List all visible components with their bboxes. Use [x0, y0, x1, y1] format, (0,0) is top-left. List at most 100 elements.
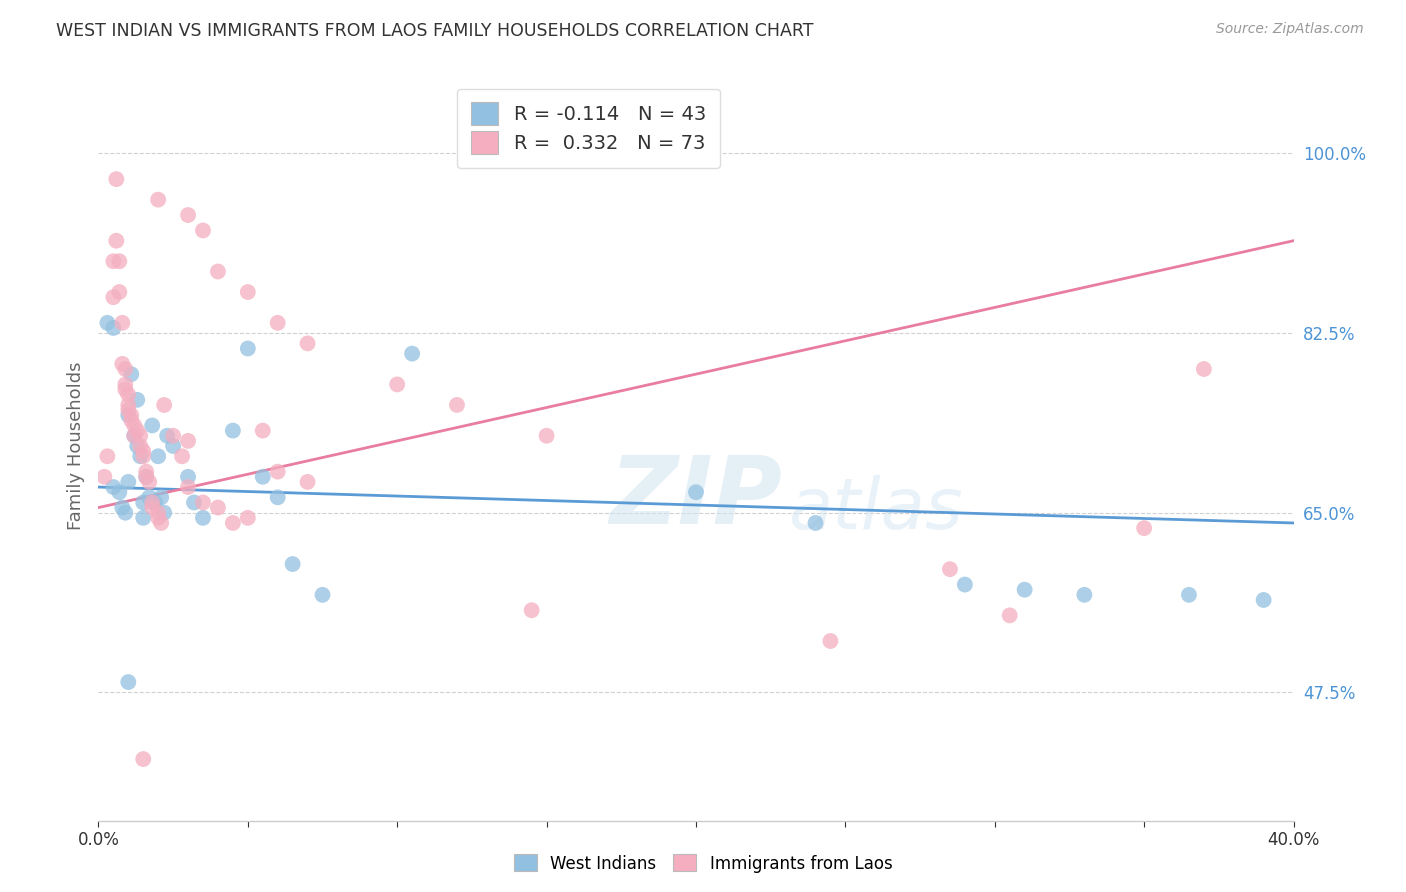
Point — [162, 439, 184, 453]
Point — [111, 316, 134, 330]
Point — [138, 475, 160, 489]
Point — [105, 172, 128, 186]
Point — [150, 516, 173, 530]
Point — [117, 675, 139, 690]
Point — [124, 418, 146, 433]
Point — [124, 428, 146, 442]
Point — [141, 418, 163, 433]
Point — [138, 491, 160, 505]
Point — [135, 465, 157, 479]
Point — [236, 342, 259, 356]
Point — [1133, 521, 1156, 535]
Point — [141, 495, 163, 509]
Point — [108, 254, 131, 268]
Point — [114, 383, 136, 397]
Point — [143, 495, 166, 509]
Point — [804, 516, 827, 530]
Point — [117, 475, 139, 489]
Point — [267, 491, 290, 505]
Point — [172, 450, 194, 464]
Point — [183, 495, 205, 509]
Point — [820, 634, 842, 648]
Point — [135, 470, 157, 484]
Point — [177, 480, 200, 494]
Y-axis label: Family Households: Family Households — [66, 362, 84, 530]
Point — [207, 264, 229, 278]
Point — [127, 392, 149, 407]
Point — [939, 562, 962, 576]
Point — [124, 428, 146, 442]
Point — [111, 500, 134, 515]
Point — [120, 413, 142, 427]
Point — [148, 450, 170, 464]
Point — [141, 500, 163, 515]
Text: atlas: atlas — [787, 475, 963, 544]
Point — [129, 439, 152, 453]
Point — [114, 362, 136, 376]
Point — [148, 511, 170, 525]
Point — [1178, 588, 1201, 602]
Point — [177, 208, 200, 222]
Legend: West Indians, Immigrants from Laos: West Indians, Immigrants from Laos — [508, 847, 898, 880]
Point — [177, 434, 200, 448]
Point — [153, 398, 176, 412]
Point — [108, 485, 131, 500]
Point — [685, 485, 707, 500]
Point — [114, 377, 136, 392]
Text: WEST INDIAN VS IMMIGRANTS FROM LAOS FAMILY HOUSEHOLDS CORRELATION CHART: WEST INDIAN VS IMMIGRANTS FROM LAOS FAMI… — [56, 22, 814, 40]
Point — [191, 511, 214, 525]
Point — [117, 403, 139, 417]
Point — [132, 511, 155, 525]
Point — [177, 470, 200, 484]
Point — [297, 336, 319, 351]
Point — [1253, 593, 1275, 607]
Point — [156, 428, 179, 442]
Point — [108, 285, 131, 299]
Point — [96, 450, 118, 464]
Point — [267, 465, 290, 479]
Text: Source: ZipAtlas.com: Source: ZipAtlas.com — [1216, 22, 1364, 37]
Point — [117, 408, 139, 422]
Point — [96, 316, 118, 330]
Text: ZIP: ZIP — [610, 452, 782, 544]
Point — [148, 193, 170, 207]
Point — [132, 450, 155, 464]
Point — [132, 495, 155, 509]
Point — [135, 470, 157, 484]
Point — [162, 428, 184, 442]
Point — [236, 511, 259, 525]
Point — [311, 588, 333, 602]
Point — [132, 444, 155, 458]
Point — [1014, 582, 1036, 597]
Point — [191, 495, 214, 509]
Point — [103, 254, 125, 268]
Point — [120, 367, 142, 381]
Point — [132, 752, 155, 766]
Point — [281, 557, 304, 571]
Point — [998, 608, 1021, 623]
Point — [953, 577, 976, 591]
Point — [105, 234, 128, 248]
Point — [114, 506, 136, 520]
Point — [129, 450, 152, 464]
Point — [103, 480, 125, 494]
Point — [117, 387, 139, 401]
Point — [222, 516, 245, 530]
Point — [150, 491, 173, 505]
Point — [267, 316, 290, 330]
Point — [111, 357, 134, 371]
Point — [207, 500, 229, 515]
Point — [520, 603, 543, 617]
Point — [129, 428, 152, 442]
Point — [446, 398, 468, 412]
Point — [127, 439, 149, 453]
Point — [236, 285, 259, 299]
Point — [297, 475, 319, 489]
Point — [148, 506, 170, 520]
Point — [117, 398, 139, 412]
Point — [120, 408, 142, 422]
Point — [103, 290, 125, 304]
Point — [191, 223, 214, 237]
Point — [93, 470, 115, 484]
Point — [103, 321, 125, 335]
